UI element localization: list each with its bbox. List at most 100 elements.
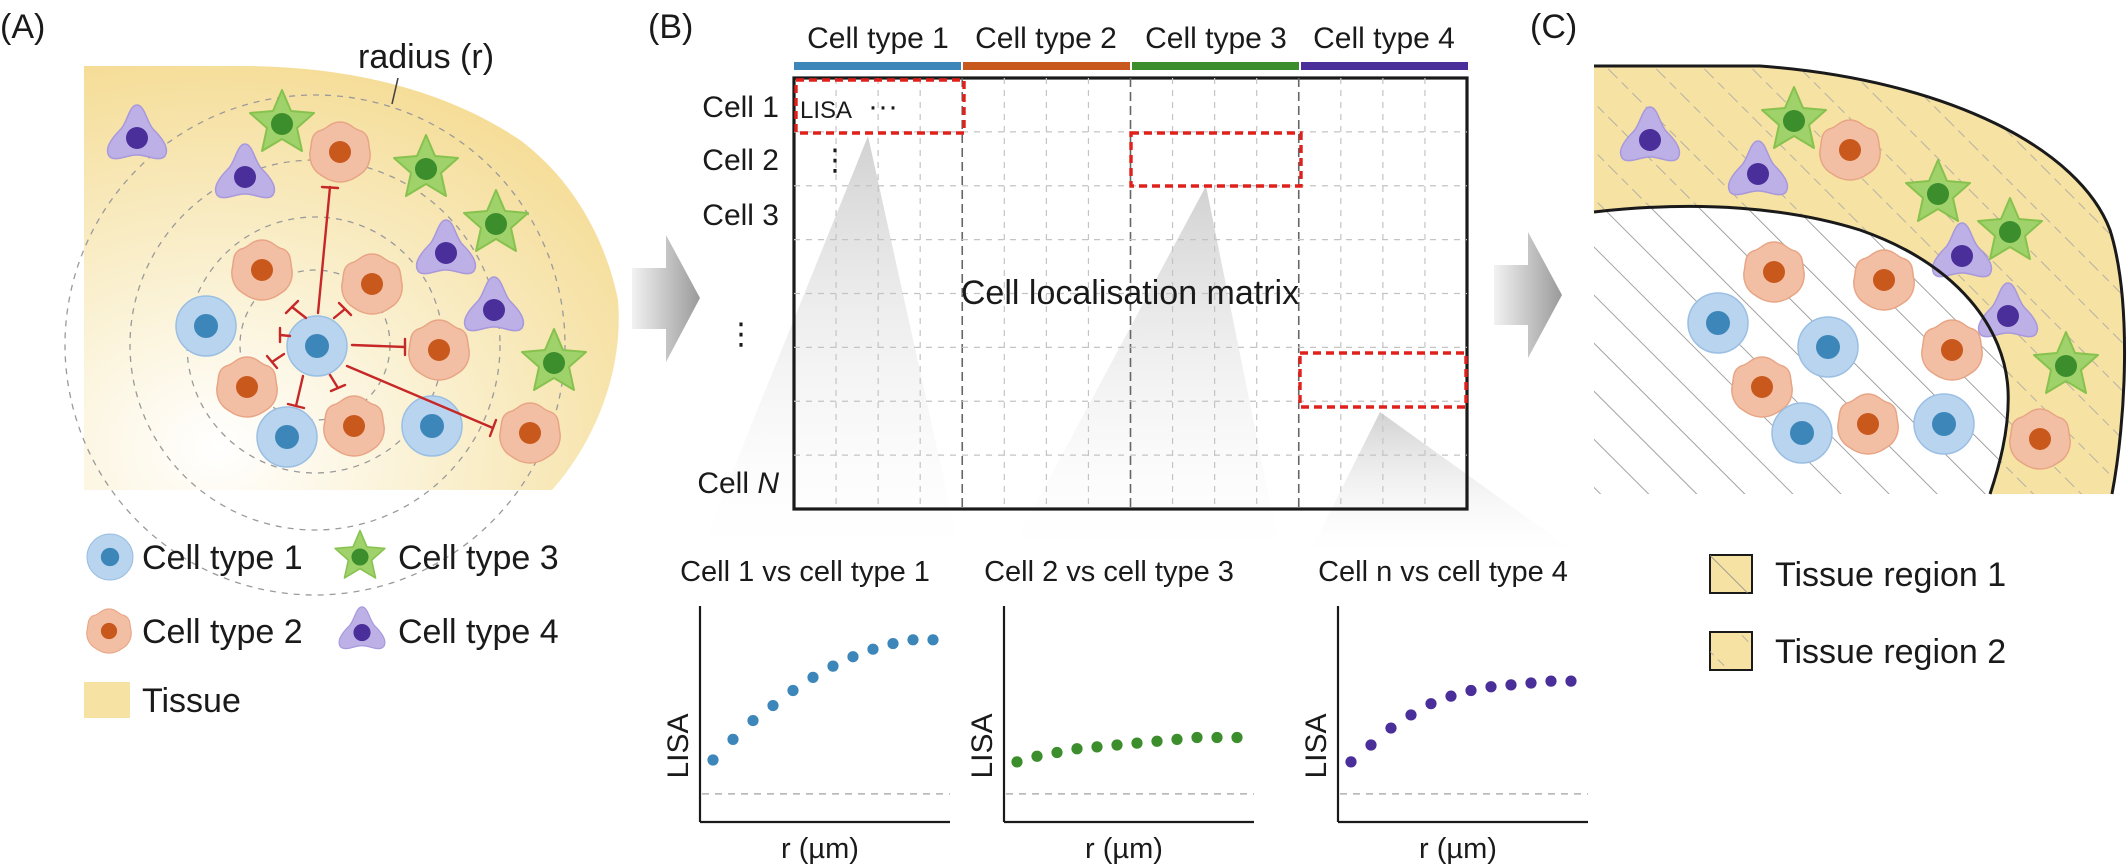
panel-a-letter: (A) [0, 8, 45, 46]
column-header-cell-type-1: Cell type 1 [807, 22, 949, 55]
chart-point [927, 634, 939, 646]
chart-point [1031, 750, 1043, 762]
chart-point [767, 699, 779, 712]
cell-type-2-icon [2009, 408, 2071, 470]
chart-point [727, 733, 739, 745]
cell-type-1-icon [175, 295, 237, 357]
panel-b: (B) Cell type 1 Cell type 2 Cell type 3 … [648, 8, 1588, 865]
cell-type-1-icon [1771, 402, 1833, 464]
row-label-cell-1: Cell 1 [702, 91, 779, 124]
legend-tissue-swatch [84, 682, 130, 718]
legend-region-2-hatch [1710, 632, 1752, 670]
highlight-celln-type4 [1298, 351, 1468, 409]
cell-type-2-icon [341, 253, 403, 315]
legend-cell-type-1-label: Cell type 1 [142, 539, 303, 577]
chart-point [1365, 739, 1377, 751]
chart-y-label: LISA [1300, 713, 1333, 778]
chart-point [1051, 746, 1063, 759]
chart-point [1151, 735, 1163, 747]
cell-type-2-icon [231, 239, 293, 301]
row-label-cell-2: Cell 2 [702, 144, 779, 177]
cell-localisation-matrix: Cell localisation matrix LISA ··· ⋮ [792, 76, 1469, 511]
legend-cell-type-3-label: Cell type 3 [398, 539, 559, 577]
chart-title: Cell 2 vs cell type 3 [984, 556, 1234, 588]
focal-cell-icon [286, 315, 348, 377]
chart-y-label: LISA [966, 713, 999, 778]
cell-type-2-icon [408, 319, 470, 381]
cell-type-2-icon [1837, 393, 1899, 455]
matrix-ellipsis-horizontal: ··· [868, 90, 898, 123]
legend-region-2-label: Tissue region 2 [1775, 633, 2006, 671]
chart-point [1485, 681, 1497, 693]
cell-type-2-icon [1731, 356, 1793, 418]
row-label-cell-n: Cell N [697, 467, 779, 500]
chart-point [1385, 722, 1397, 734]
chart-y-label: LISA [662, 713, 695, 778]
matrix-ellipsis-vertical: ⋮ [820, 144, 850, 177]
chart-point [867, 643, 879, 655]
chart-point [1445, 690, 1457, 702]
cell-type-2-icon [1743, 241, 1805, 303]
cell-type-2-icon [216, 356, 278, 418]
chart-title: Cell n vs cell type 4 [1318, 556, 1568, 588]
legend-cell-type-4-label: Cell type 4 [398, 613, 559, 651]
chart-point [1405, 709, 1417, 721]
lisa-chart-2: Cell 2 vs cell type 3 LISA r (µm) [966, 556, 1254, 865]
cell-type-2-icon [499, 402, 561, 464]
highlight-cell2-type3 [1129, 131, 1303, 188]
chart-x-label: r (µm) [1085, 833, 1163, 865]
interaction-lines [265, 185, 498, 438]
chart-point [1525, 677, 1537, 689]
chart-point [847, 651, 859, 663]
row-label-ellipsis: ⋮ [726, 318, 756, 351]
chart-point [1171, 733, 1183, 745]
panel-c: (C) [1530, 8, 2127, 671]
matrix-row-labels: Cell 1 Cell 2 Cell 3 ⋮ Cell N [697, 91, 779, 500]
chart-point [827, 660, 839, 672]
row-label-cell-3: Cell 3 [702, 199, 779, 232]
arrow-a-to-b [632, 235, 700, 362]
chart-point [807, 671, 819, 683]
cell-type-2-icon [1921, 319, 1983, 381]
legend-a: Cell type 1 Cell type 3 Cell type 2 Cell… [84, 529, 559, 720]
panel-c-letter: (C) [1530, 8, 1577, 46]
chart-point [1425, 698, 1437, 710]
column-bar-cell-type-1 [794, 62, 961, 70]
chart-point [1071, 743, 1083, 755]
projection-cones [700, 136, 1575, 552]
lisa-chart-1: Cell 1 vs cell type 1 LISA r (µm) [662, 556, 950, 865]
legend-cell-type-3-icon [334, 529, 386, 579]
chart-point [1465, 684, 1477, 697]
column-header-cell-type-3: Cell type 3 [1145, 22, 1287, 55]
region-boundary [1593, 204, 2010, 495]
column-bar-cell-type-2 [963, 62, 1130, 70]
panel-a: (A) radius (r) [0, 8, 619, 720]
tissue-outer-border [1594, 64, 2127, 495]
legend-region-1-hatch [1710, 555, 1752, 593]
chart-point [1191, 731, 1203, 744]
chart-point [747, 714, 759, 727]
chart-point [787, 684, 799, 697]
cell-type-2-icon [1819, 119, 1881, 181]
column-header-cell-type-4: Cell type 4 [1313, 22, 1455, 55]
lisa-tag: LISA [800, 97, 852, 124]
lisa-chart-3: Cell n vs cell type 4 LISA r (µm) [1300, 556, 1588, 865]
radius-label-leader [391, 77, 399, 105]
chart-point [1131, 737, 1143, 749]
column-header-cell-type-2: Cell type 2 [975, 22, 1117, 55]
cell-type-2-icon [309, 121, 371, 183]
legend-region-1-label: Tissue region 1 [1775, 556, 2006, 594]
cell-type-1-icon [256, 406, 318, 468]
chart-point [707, 754, 719, 766]
column-bar-cell-type-3 [1132, 62, 1299, 70]
legend-c: Tissue region 1 Tissue region 2 [1709, 554, 2006, 671]
chart-x-label: r (µm) [1419, 833, 1497, 865]
cell-type-2-icon [323, 395, 385, 457]
chart-point [1545, 675, 1557, 687]
legend-cell-type-4-icon [338, 606, 386, 650]
cell-type-1-icon [1687, 292, 1749, 354]
cell-type-1-icon [1913, 393, 1975, 455]
chart-title: Cell 1 vs cell type 1 [680, 556, 930, 588]
cell-type-2-icon [1853, 249, 1915, 311]
